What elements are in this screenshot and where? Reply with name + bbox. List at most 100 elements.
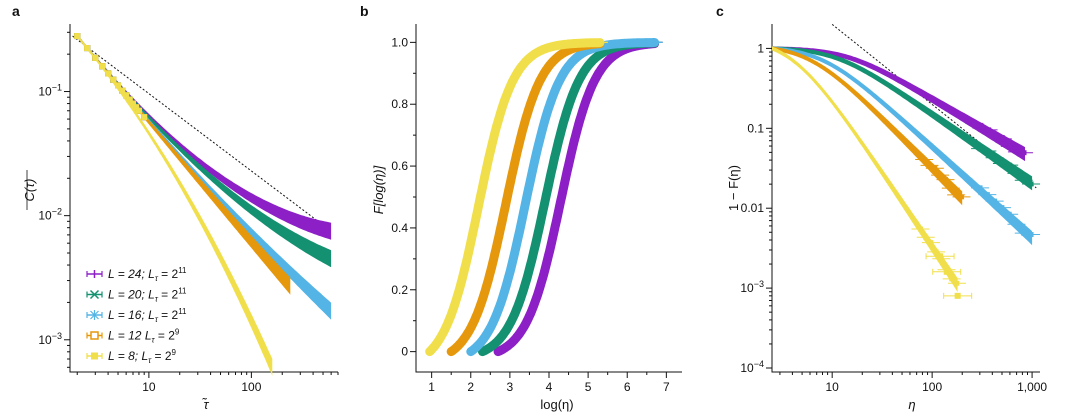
data-point-a xyxy=(126,96,133,103)
data-point-c xyxy=(979,125,985,131)
series-band-a xyxy=(77,34,332,320)
x-tick-label-c: 100 xyxy=(922,380,942,394)
series-band-c xyxy=(772,46,1025,162)
data-point-c xyxy=(984,148,990,154)
data-point-c xyxy=(1014,149,1020,155)
data-point-c xyxy=(942,177,948,183)
data-point-c xyxy=(948,185,954,191)
data-point-c xyxy=(1000,136,1006,142)
data-point-a xyxy=(74,33,81,40)
y-tick-label-c: 1 xyxy=(757,41,764,55)
series-band-a xyxy=(77,34,332,268)
x-axis-label-b: log(η) xyxy=(540,397,573,412)
data-point-c xyxy=(954,292,961,299)
legend-entry: L = 24; Lτ = 211 xyxy=(108,266,187,283)
y-tick-label-c: 10−3 xyxy=(740,279,764,295)
data-point-c xyxy=(921,157,927,163)
data-point-a xyxy=(135,107,142,114)
data-point-c xyxy=(937,172,943,178)
data-point-a xyxy=(84,45,91,52)
series-a-purple xyxy=(74,33,332,240)
legend-entry: L = 8; Lτ = 29 xyxy=(108,348,177,365)
data-point-c xyxy=(923,234,929,240)
y-axis-label-a: C(τ) xyxy=(22,179,37,202)
data-point-c xyxy=(999,160,1005,166)
data-point-c xyxy=(1021,177,1027,183)
series-c-yellow-tail xyxy=(925,253,973,299)
data-point-c xyxy=(928,240,934,246)
x-tick-label-b: 7 xyxy=(663,380,670,394)
legend-entry: L = 12 Lτ = 29 xyxy=(108,328,180,345)
data-point-c xyxy=(954,280,960,286)
x-tick-label-b: 4 xyxy=(546,380,553,394)
y-tick-label-b: 0.2 xyxy=(391,283,408,297)
series-b-blue xyxy=(466,38,663,357)
data-point-c xyxy=(1021,230,1027,236)
data-point-c xyxy=(949,276,955,282)
data-point-a xyxy=(130,100,137,107)
x-tick-label-b: 5 xyxy=(585,380,592,394)
x-tick-label-b: 6 xyxy=(624,380,631,394)
series-line-b xyxy=(425,38,605,357)
series-a-green xyxy=(74,33,332,268)
x-tick-label-b: 3 xyxy=(507,380,514,394)
data-point-c xyxy=(977,185,983,191)
data-point-c xyxy=(986,127,992,133)
y-tick-label-a: 10−1 xyxy=(38,83,62,99)
legend-entry: L = 20; Lτ = 211 xyxy=(108,287,187,304)
legend-marker xyxy=(89,289,100,300)
data-point-c xyxy=(999,205,1005,211)
data-point-c xyxy=(1006,162,1012,168)
legend-marker xyxy=(91,352,98,360)
legend-marker xyxy=(90,310,99,320)
x-tick-label-c: 1,000 xyxy=(1017,380,1047,394)
data-point-c xyxy=(992,155,998,161)
y-tick-label-c: 10−4 xyxy=(740,359,764,375)
data-point-c xyxy=(1028,232,1034,238)
legend-entry: L = 16; Lτ = 211 xyxy=(108,307,187,324)
data-point-c xyxy=(1007,143,1013,149)
data-point-a xyxy=(110,76,117,83)
data-point-c xyxy=(1013,170,1019,176)
series-line-b xyxy=(466,38,660,357)
x-tick-label-a: 100 xyxy=(241,380,261,394)
reference-line-a xyxy=(72,35,332,232)
series-band-a xyxy=(77,34,332,240)
data-point-a xyxy=(119,87,126,94)
data-point-a xyxy=(133,104,140,111)
legend-a: L = 24; Lτ = 211 L = 20; Lτ = 211 L = 16; … xyxy=(86,266,187,365)
series-c-purple xyxy=(772,46,1034,162)
series-b-yellow xyxy=(425,38,608,357)
y-tick-label-c: 0.01 xyxy=(741,201,765,215)
y-tick-label-b: 0.6 xyxy=(391,159,408,173)
data-point-c xyxy=(1006,211,1012,217)
data-point-c xyxy=(933,249,939,255)
x-axis-label-a: τ̃ xyxy=(201,397,209,412)
x-axis-label-c: η xyxy=(908,397,915,412)
data-point-a xyxy=(115,82,122,89)
series-a-yellow xyxy=(74,33,273,376)
x-tick-label-b: 2 xyxy=(467,380,474,394)
y-tick-label-b: 0.4 xyxy=(391,221,408,235)
data-point-c xyxy=(958,194,964,200)
data-point-c xyxy=(977,146,983,152)
data-point-c xyxy=(1028,181,1034,187)
panel-b: b 1 2 3 4 5 6 7 0 0.2 0.4 0.6 0.8 1.0 F[log(η)] log(η) xyxy=(360,3,682,412)
y-axis-label-b: F[log(η)] xyxy=(371,165,386,214)
x-tick-label-a: 10 xyxy=(142,380,156,394)
data-point-c xyxy=(932,165,938,171)
series-c-orange xyxy=(772,46,971,206)
y-tick-label-b: 0 xyxy=(401,345,408,359)
data-point-c xyxy=(918,226,924,232)
x-tick-label-c: 10 xyxy=(825,380,839,394)
panel-c: c 10 100 1,000 1 0.1 0.01 10−3 10−4 1 − F(η) η xyxy=(716,3,1047,412)
panel-label-a: a xyxy=(12,3,20,19)
axes-frame-b xyxy=(415,24,682,373)
data-point-a xyxy=(141,114,148,121)
axes-frame-a xyxy=(69,24,338,373)
data-point-c xyxy=(943,268,950,275)
panel-a: a 10 100 10−1 10−2 10−3 C(τ) τ̃ L = 24; Lτ = 211… xyxy=(12,3,339,412)
data-point-a xyxy=(99,63,106,70)
data-point-c xyxy=(993,133,999,139)
